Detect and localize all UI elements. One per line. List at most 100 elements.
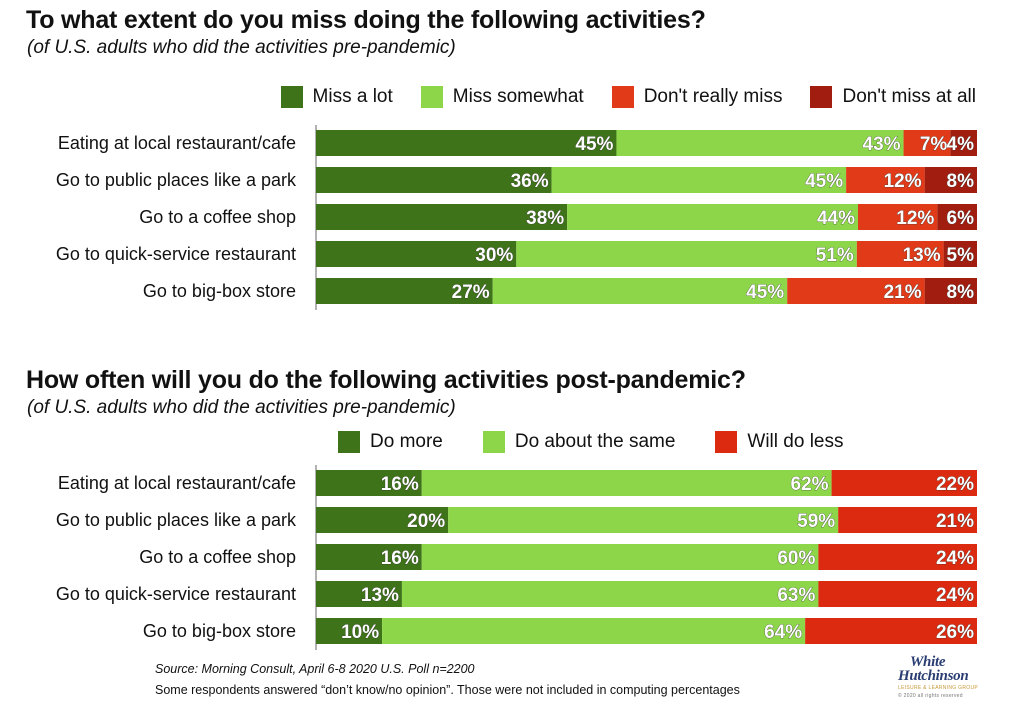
chart2-plot: Eating at local restaurant/cafe 16% 62% 22%… [0,465,1024,650]
bar-miss-a-lot-go-to-a-coffee-shop [316,204,568,230]
logo-copyright: © 2020 all rights reserved [898,693,963,699]
legend-item-dont-miss-at-all: Don't miss at all [810,86,976,108]
legend-swatch-dont-really-miss [611,86,634,108]
legend-label-dont-really-miss: Don't really miss [643,86,783,107]
legend-swatch-do-about-the-same [482,431,505,453]
bar-do-more-go-to-public-places-like-a-park [316,507,449,533]
legend-label-dont-miss-at-all: Don't miss at all [842,86,976,107]
category-label-go-to-a-coffee-shop: Go to a coffee shop [139,547,296,567]
legend-label-will-do-less: Will do less [747,431,844,452]
bar-do-about-the-same-eating-at-local-restaurant-cafe [421,470,832,496]
category-label-go-to-public-places-like-a-park: Go to public places like a park [56,170,297,190]
legend-item-dont-really-miss: Don't really miss [611,86,783,108]
data-label-do-about-the-same-go-to-big-box-store: 64% [764,622,802,643]
category-label-go-to-big-box-store: Go to big-box store [143,621,296,641]
category-label-go-to-quick-service-restaurant: Go to quick-service restaurant [56,584,296,604]
data-label-miss-somewhat-eating-at-local-restaurant-cafe: 43% [863,134,901,155]
bar-miss-somewhat-go-to-a-coffee-shop [567,204,859,230]
category-label-eating-at-local-restaurant-cafe: Eating at local restaurant/cafe [58,133,296,153]
data-label-don-t-miss-at-all-go-to-a-coffee-shop: 6% [947,208,975,229]
bar-do-more-go-to-a-coffee-shop [316,544,422,570]
data-label-miss-a-lot-go-to-a-coffee-shop: 38% [526,208,564,229]
data-label-don-t-really-miss-go-to-quick-service-restaurant: 13% [903,245,941,266]
bar-do-about-the-same-go-to-big-box-store [382,618,806,644]
data-label-miss-a-lot-go-to-big-box-store: 27% [452,282,490,303]
legend-swatch-miss-a-lot [280,86,303,108]
bar-do-more-eating-at-local-restaurant-cafe [316,470,422,496]
bar-don-t-miss-at-all-eating-at-local-restaurant-cafe [950,130,977,156]
chart2-subtitle: (of U.S. adults who did the activities p… [27,397,456,418]
bar-do-more-go-to-quick-service-restaurant [316,581,402,607]
data-label-miss-somewhat-go-to-public-places-like-a-park: 45% [805,171,843,192]
category-label-go-to-big-box-store: Go to big-box store [143,281,296,301]
bar-don-t-really-miss-go-to-a-coffee-shop [858,204,938,230]
legend-label-do-about-the-same: Do about the same [514,431,676,452]
bar-miss-somewhat-go-to-public-places-like-a-park [551,167,847,193]
data-label-don-t-really-miss-go-to-public-places-like-a-park: 12% [884,171,922,192]
legend-item-do-more: Do more [338,431,443,453]
bar-don-t-miss-at-all-go-to-big-box-store [924,278,977,304]
chart1-plot: Eating at local restaurant/cafe 45% 43% 7% 4… [0,125,1024,310]
legend-item-will-do-less: Will do less [715,431,843,453]
data-label-do-about-the-same-go-to-quick-service-restaurant: 63% [777,585,815,606]
data-label-don-t-really-miss-eating-at-local-restaurant-cafe: 7% [920,134,948,155]
bar-don-t-really-miss-go-to-public-places-like-a-park [846,167,925,193]
data-label-do-more-go-to-quick-service-restaurant: 13% [361,585,399,606]
bar-do-about-the-same-go-to-a-coffee-shop [421,544,819,570]
bar-do-about-the-same-go-to-quick-service-restaurant [401,581,819,607]
bar-will-do-less-go-to-public-places-like-a-park [838,507,977,533]
bar-miss-somewhat-go-to-big-box-store [492,278,788,304]
logo-line-2: Hutchinson [898,668,969,684]
bar-do-about-the-same-go-to-public-places-like-a-park [448,507,839,533]
data-label-don-t-miss-at-all-eating-at-local-restaurant-cafe: 4% [947,134,975,155]
bar-miss-somewhat-go-to-quick-service-restaurant [516,241,857,267]
data-label-miss-a-lot-eating-at-local-restaurant-cafe: 45% [575,134,613,155]
chart1-subtitle: (of U.S. adults who did the activities p… [27,37,456,58]
bar-do-more-go-to-big-box-store [316,618,383,644]
bar-will-do-less-go-to-big-box-store [805,618,977,644]
chart1-title: To what extent do you miss doing the fol… [26,6,706,34]
legend-label-miss-somewhat: Miss somewhat [452,86,584,107]
logo-line-1: White [910,654,946,670]
source-note: Source: Morning Consult, April 6-8 2020 … [155,662,475,676]
bar-miss-a-lot-go-to-quick-service-restaurant [316,241,517,267]
data-label-do-more-eating-at-local-restaurant-cafe: 16% [381,474,419,495]
data-label-do-more-go-to-big-box-store: 10% [341,622,379,643]
logo-tagline: LEISURE & LEARNING GROUP [898,685,978,691]
bar-don-t-really-miss-go-to-quick-service-restaurant [856,241,944,267]
data-label-do-more-go-to-public-places-like-a-park: 20% [407,511,445,532]
data-label-do-about-the-same-go-to-public-places-like-a-park: 59% [797,511,835,532]
bar-don-t-miss-at-all-go-to-public-places-like-a-park [924,167,977,193]
legend-label-miss-a-lot: Miss a lot [312,86,393,107]
bar-don-t-miss-at-all-go-to-a-coffee-shop [937,204,977,230]
chart2-title: How often will you do the following acti… [26,366,746,394]
bar-will-do-less-go-to-a-coffee-shop [818,544,977,570]
bar-miss-somewhat-eating-at-local-restaurant-cafe [616,130,904,156]
chart2-svg: Eating at local restaurant/cafe 16% 62% 22%… [56,465,977,650]
data-label-will-do-less-go-to-quick-service-restaurant: 24% [936,585,974,606]
category-label-eating-at-local-restaurant-cafe: Eating at local restaurant/cafe [58,473,296,493]
bar-miss-a-lot-go-to-public-places-like-a-park [316,167,552,193]
data-label-do-about-the-same-go-to-a-coffee-shop: 60% [777,548,815,569]
legend-swatch-will-do-less [715,431,738,453]
white-hutchinson-logo: White Hutchinson LEISURE & LEARNING GROU… [898,655,988,703]
data-label-miss-somewhat-go-to-quick-service-restaurant: 51% [816,245,854,266]
data-label-miss-somewhat-go-to-a-coffee-shop: 44% [817,208,855,229]
data-label-do-more-go-to-a-coffee-shop: 16% [381,548,419,569]
legend-swatch-do-more [338,431,360,453]
data-label-don-t-miss-at-all-go-to-quick-service-restaurant: 5% [947,245,975,266]
bar-will-do-less-eating-at-local-restaurant-cafe [831,470,977,496]
data-label-don-t-really-miss-go-to-a-coffee-shop: 12% [896,208,934,229]
chart1-svg: Eating at local restaurant/cafe 45% 43% 7% 4… [56,125,977,310]
data-label-will-do-less-eating-at-local-restaurant-cafe: 22% [936,474,974,495]
chart2-legend: Do more Do about the same Will do less [338,431,843,453]
data-label-don-t-miss-at-all-go-to-big-box-store: 8% [947,282,975,303]
category-label-go-to-public-places-like-a-park: Go to public places like a park [56,510,297,530]
data-label-will-do-less-go-to-public-places-like-a-park: 21% [936,511,974,532]
bar-don-t-miss-at-all-go-to-quick-service-restaurant [943,241,977,267]
chart1-legend: Miss a lot Miss somewhat Don't really mi… [280,86,976,108]
bar-will-do-less-go-to-quick-service-restaurant [818,581,977,607]
data-label-don-t-really-miss-go-to-big-box-store: 21% [884,282,922,303]
bar-don-t-really-miss-go-to-big-box-store [787,278,925,304]
legend-swatch-miss-somewhat [420,86,443,108]
